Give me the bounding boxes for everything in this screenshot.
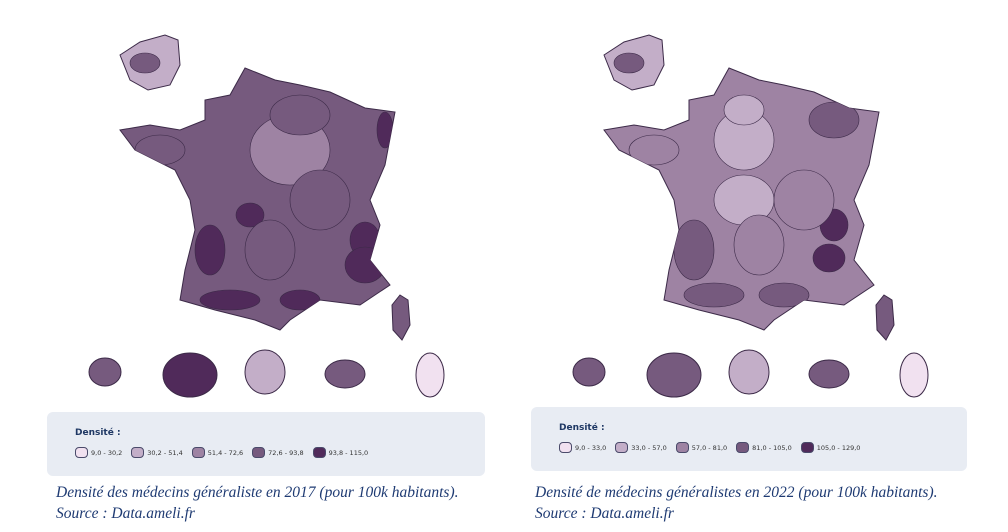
- overseas-guadeloupe: [324, 359, 366, 389]
- legend-item: 72,6 - 93,8: [252, 447, 304, 458]
- legend-swatch: [191, 447, 205, 458]
- department-region: [773, 169, 835, 231]
- overseas-reunion: [162, 352, 218, 398]
- legend-label: 9,0 - 33,0: [575, 443, 607, 452]
- department-region: [344, 246, 386, 284]
- legend-swatch: [675, 442, 689, 453]
- department-region: [812, 243, 846, 273]
- department-region: [279, 289, 321, 311]
- department-region: [289, 169, 351, 231]
- department-region: [194, 224, 226, 276]
- legend-label: 30,2 - 51,4: [147, 448, 183, 457]
- department-region: [723, 94, 765, 126]
- legend-swatch: [252, 447, 266, 458]
- legend-title: Densité :: [75, 428, 121, 438]
- legend-label: 81,0 - 105,0: [752, 443, 792, 452]
- map-panel-2022: Densité : 9,0 - 33,0 33,0 - 57,0 57,0 - 81…: [484, 0, 988, 532]
- overseas-guyane: [728, 349, 770, 395]
- legend-swatch: [559, 442, 572, 453]
- legend-2017: Densité : 9,0 - 30,2 30,2 - 51,4 51,4 - 72…: [47, 412, 485, 476]
- map-2017: [88, 34, 445, 398]
- department-region: [269, 94, 331, 136]
- legend-label: 72,6 - 93,8: [268, 448, 304, 457]
- legend-item: 30,2 - 51,4: [131, 447, 183, 458]
- legend-label: 93,8 - 115,0: [328, 448, 369, 457]
- overseas-guyane: [244, 349, 286, 395]
- department-region: [758, 282, 810, 308]
- department-region: [235, 202, 265, 228]
- france-mainland: [119, 67, 396, 331]
- overseas-reunion: [646, 352, 702, 398]
- legend-2022: Densité : 9,0 - 33,0 33,0 - 57,0 57,0 - 81…: [531, 407, 967, 471]
- legend-swatch: [75, 447, 88, 458]
- caption-2017: Densité des médecins généraliste en 2017…: [56, 484, 459, 522]
- department-region: [683, 282, 745, 308]
- overseas-mayotte: [415, 352, 445, 398]
- legend-title: Densité :: [559, 423, 605, 433]
- legend-label: 57,0 - 81,0: [691, 443, 728, 452]
- department-region: [199, 289, 261, 311]
- legend-swatch: [615, 442, 629, 453]
- department-region: [376, 111, 394, 149]
- department-region: [628, 134, 680, 166]
- department-region: [244, 219, 296, 281]
- legend-item: 9,0 - 33,0: [559, 442, 606, 453]
- paris-inset-center: [613, 52, 645, 74]
- map-panel-2017: Densité : 9,0 - 30,2 30,2 - 51,4 51,4 - 72…: [47, 34, 485, 522]
- legend-swatch: [131, 447, 145, 458]
- legend-item: 51,4 - 72,6: [191, 447, 244, 458]
- department-region: [673, 219, 715, 281]
- corsica: [391, 294, 411, 341]
- overseas-mayotte: [899, 352, 929, 398]
- legend-swatch: [736, 442, 750, 453]
- caption-2022: Densité de médecins généralistes en 2022…: [535, 484, 938, 522]
- legend-label: 51,4 - 72,6: [207, 448, 244, 457]
- legend-label: 105,0 - 129,0: [816, 443, 861, 452]
- legend-item: 105,0 - 129,0: [800, 442, 861, 453]
- legend-item: 81,0 - 105,0: [736, 442, 792, 453]
- overseas-guadeloupe: [808, 359, 850, 389]
- legend-label: 9,0 - 30,2: [91, 448, 123, 457]
- legend-item: 33,0 - 57,0: [615, 442, 667, 453]
- legend-item: 9,0 - 30,2: [75, 447, 122, 458]
- legend-swatch: [312, 447, 326, 458]
- overseas-martinique: [572, 357, 606, 387]
- legend-label: 33,0 - 57,0: [631, 443, 667, 452]
- legend-item: 57,0 - 81,0: [675, 442, 728, 453]
- department-region: [808, 101, 860, 139]
- legend-swatch: [800, 442, 814, 453]
- map-2022: [572, 34, 929, 398]
- department-region: [733, 214, 785, 276]
- corsica: [875, 294, 895, 341]
- department-region: [134, 134, 186, 166]
- paris-inset-center: [129, 52, 161, 74]
- overseas-martinique: [88, 357, 122, 387]
- legend-item: 93,8 - 115,0: [312, 447, 369, 458]
